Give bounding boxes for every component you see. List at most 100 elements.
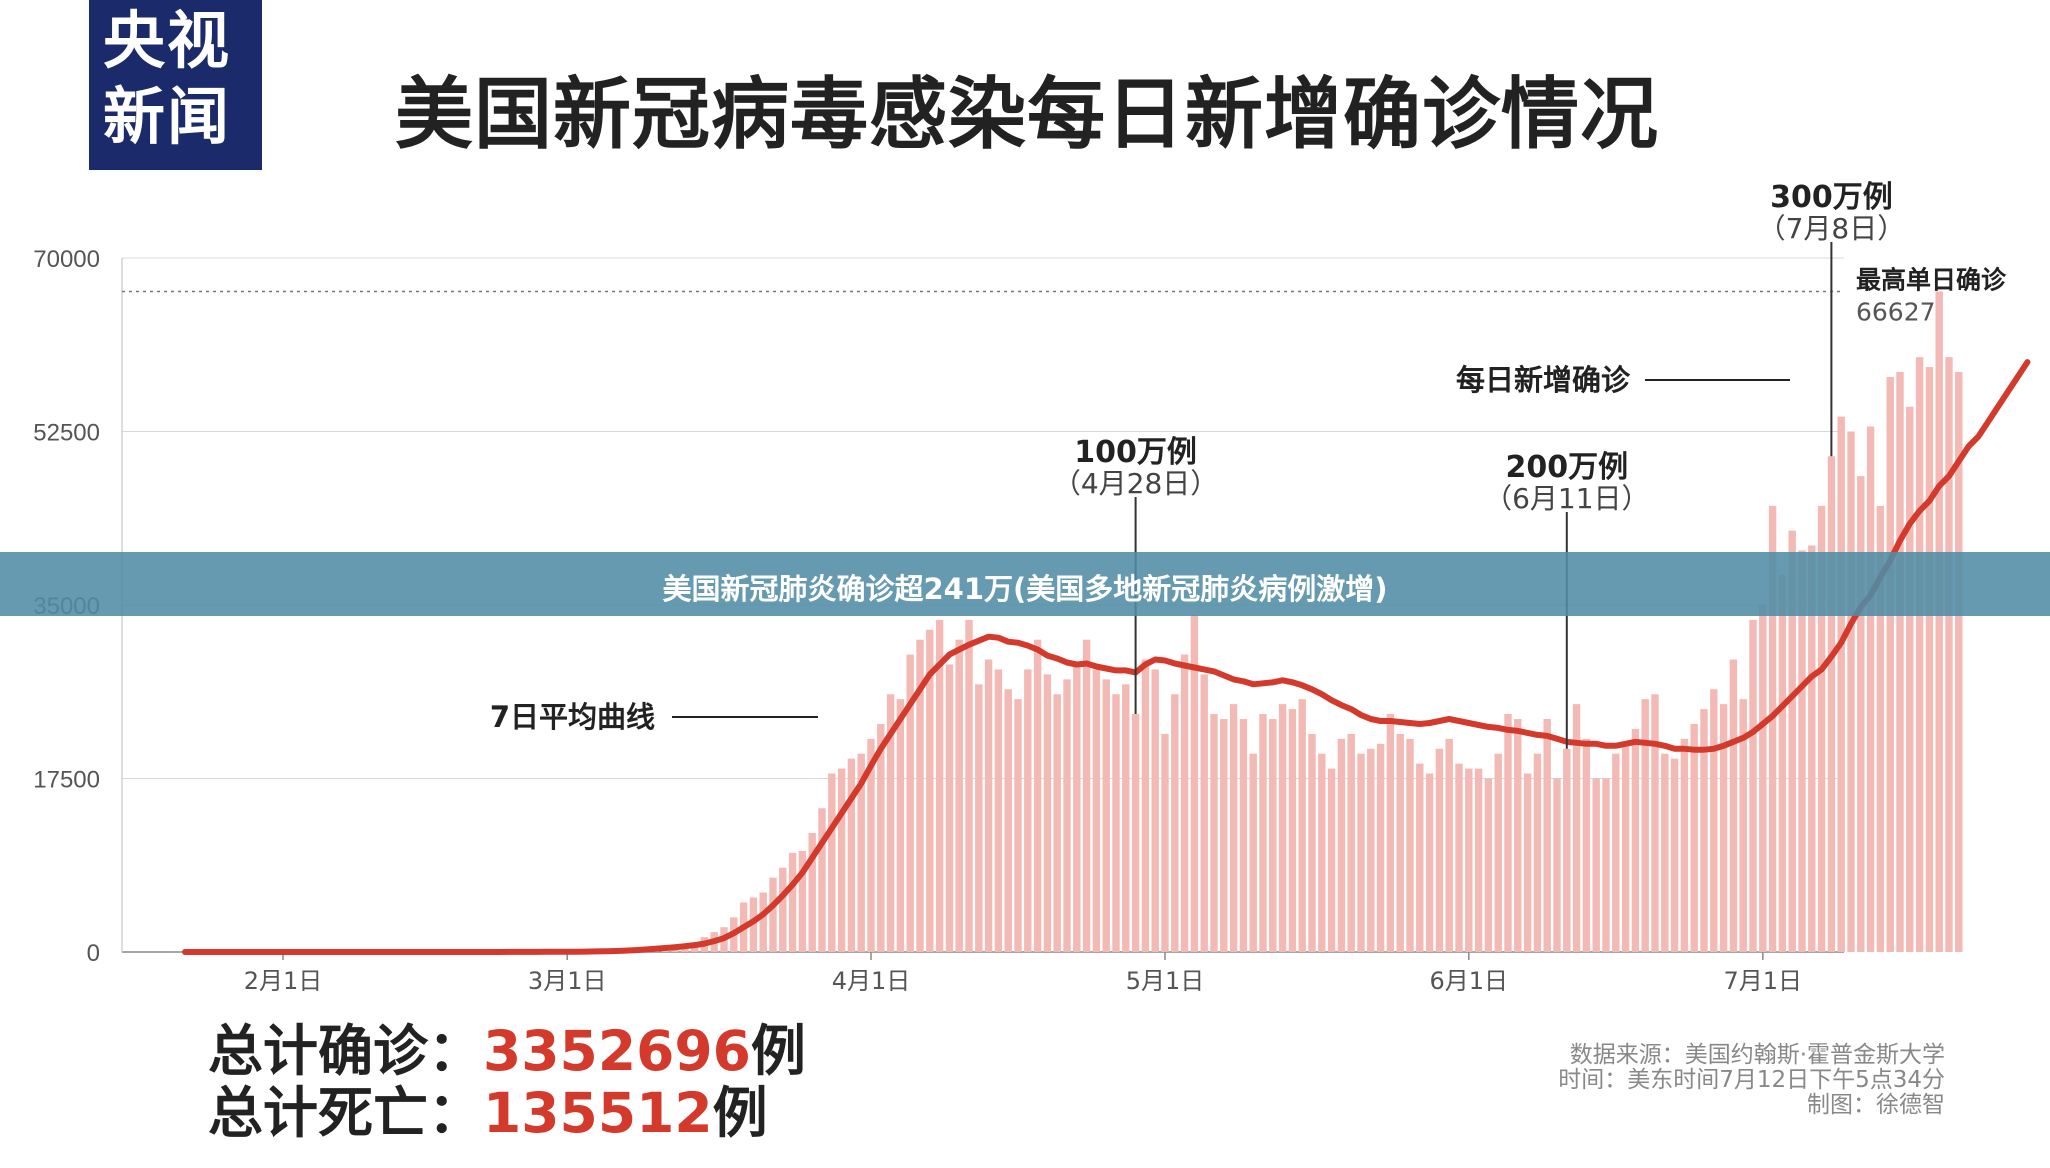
daily-bar — [798, 850, 807, 952]
daily-bar — [1749, 619, 1757, 952]
daily-bar — [1455, 763, 1463, 952]
daily-bar — [1523, 773, 1532, 952]
daily-bar — [1229, 704, 1238, 952]
daily-bar — [1337, 738, 1346, 952]
daily-bar — [1896, 372, 1904, 952]
daily-bar — [1112, 694, 1120, 952]
daily-bar — [1886, 376, 1894, 952]
daily-bar — [1484, 778, 1493, 952]
x-tick-label: 7月1日 — [1724, 967, 1803, 995]
daily-bar — [1504, 714, 1512, 952]
y-tick-label: 0 — [87, 940, 100, 967]
cctv-news-logo: 央视 新闻 — [89, 0, 262, 170]
daily-bar — [808, 833, 816, 952]
daily-bar — [1915, 357, 1924, 953]
daily-bar — [1857, 476, 1865, 952]
daily-bar — [886, 694, 895, 952]
seven-day-average — [182, 359, 2031, 955]
y-tick-label: 17500 — [33, 767, 100, 794]
daily-bar — [1670, 758, 1679, 952]
daily-bar — [847, 758, 856, 952]
daily-bar — [1386, 714, 1395, 952]
daily-bars — [181, 291, 1963, 953]
legend-average-label: 7日平均曲线 — [490, 700, 655, 734]
daily-bar — [1700, 709, 1708, 952]
daily-bar — [1641, 699, 1649, 952]
daily-bar — [1327, 768, 1336, 952]
daily-bar — [1004, 689, 1012, 952]
daily-bar — [1788, 530, 1796, 952]
total-confirmed-value: 3352696 — [483, 1019, 751, 1083]
daily-bar — [1376, 743, 1385, 952]
total-deaths: 总计死亡：135512例 — [208, 1082, 806, 1144]
daily-bar — [867, 738, 875, 952]
daily-bar — [1651, 694, 1659, 952]
daily-bar — [1210, 714, 1218, 952]
total-deaths-label: 总计死亡： — [208, 1081, 484, 1145]
daily-bar — [984, 659, 993, 952]
daily-bar — [994, 669, 1003, 952]
daily-bar — [1514, 719, 1522, 952]
daily-bar — [1024, 669, 1032, 952]
x-tick-label: 6月1日 — [1430, 967, 1509, 995]
logo-line-2: 新闻 — [103, 80, 232, 153]
daily-bar — [1876, 505, 1885, 952]
daily-bar — [1690, 723, 1698, 952]
daily-bar — [1474, 768, 1483, 952]
daily-bar — [1465, 768, 1473, 952]
daily-bar — [1367, 748, 1375, 952]
daily-bar — [1710, 689, 1718, 952]
daily-bar — [1298, 699, 1306, 952]
daily-bar — [1131, 714, 1140, 952]
daily-bar — [1582, 738, 1591, 952]
daily-bar — [1925, 367, 1934, 952]
daily-bar — [877, 723, 885, 952]
y-tick-label: 70000 — [33, 246, 100, 273]
daily-bar — [1739, 699, 1747, 952]
daily-bar — [935, 619, 944, 952]
milestone-date: （4月28日） — [1053, 467, 1218, 500]
daily-bar — [1416, 763, 1424, 952]
daily-bar — [1092, 669, 1101, 952]
x-tick-label: 4月1日 — [832, 967, 911, 995]
total-deaths-unit: 例 — [712, 1081, 768, 1145]
daily-bar — [1033, 639, 1042, 952]
source-line-3: 制图：徐德智 — [1807, 1092, 1945, 1118]
daily-bar — [1621, 743, 1630, 952]
daily-bar — [926, 629, 934, 952]
daily-bar — [788, 852, 797, 952]
max-reference-value: 66627 — [1856, 297, 1936, 326]
daily-bar — [1239, 719, 1248, 952]
source-line-2: 时间：美东时间7月12日下午5点34分 — [1558, 1067, 1945, 1093]
daily-bar — [1073, 664, 1081, 952]
daily-bar — [1612, 753, 1620, 952]
daily-bar — [1043, 674, 1052, 952]
daily-bar — [818, 808, 826, 952]
daily-bar — [1817, 505, 1826, 952]
headline-banner-text: 美国新冠肺炎确诊超241万(美国多地新冠肺炎病例激增) — [662, 572, 1388, 606]
milestone-date: （7月8日） — [1758, 212, 1906, 245]
daily-bar — [828, 773, 836, 952]
daily-bar — [1906, 406, 1914, 952]
daily-bar — [1661, 753, 1669, 952]
daily-bar — [896, 699, 905, 952]
daily-bar — [1220, 719, 1228, 952]
daily-bar — [1318, 753, 1326, 952]
x-tick-label: 2月1日 — [244, 967, 323, 995]
daily-bar — [1768, 505, 1777, 952]
legend-daily-label: 每日新增确诊 — [1456, 363, 1631, 397]
daily-bar — [1935, 291, 1943, 952]
total-confirmed: 总计确诊：3352696例 — [208, 1020, 806, 1082]
daily-bar — [1445, 738, 1453, 952]
daily-bar — [965, 619, 973, 952]
daily-bar — [1425, 773, 1434, 952]
daily-bar — [1798, 550, 1806, 952]
total-deaths-value: 135512 — [483, 1081, 713, 1145]
daily-bar — [857, 753, 865, 952]
daily-bar — [1759, 605, 1767, 952]
source-line-1: 数据来源：美国约翰斯·霍普金斯大学 — [1569, 1042, 1945, 1068]
daily-bar — [1719, 704, 1728, 952]
daily-bar — [1592, 778, 1600, 952]
daily-bar — [1955, 372, 1963, 952]
